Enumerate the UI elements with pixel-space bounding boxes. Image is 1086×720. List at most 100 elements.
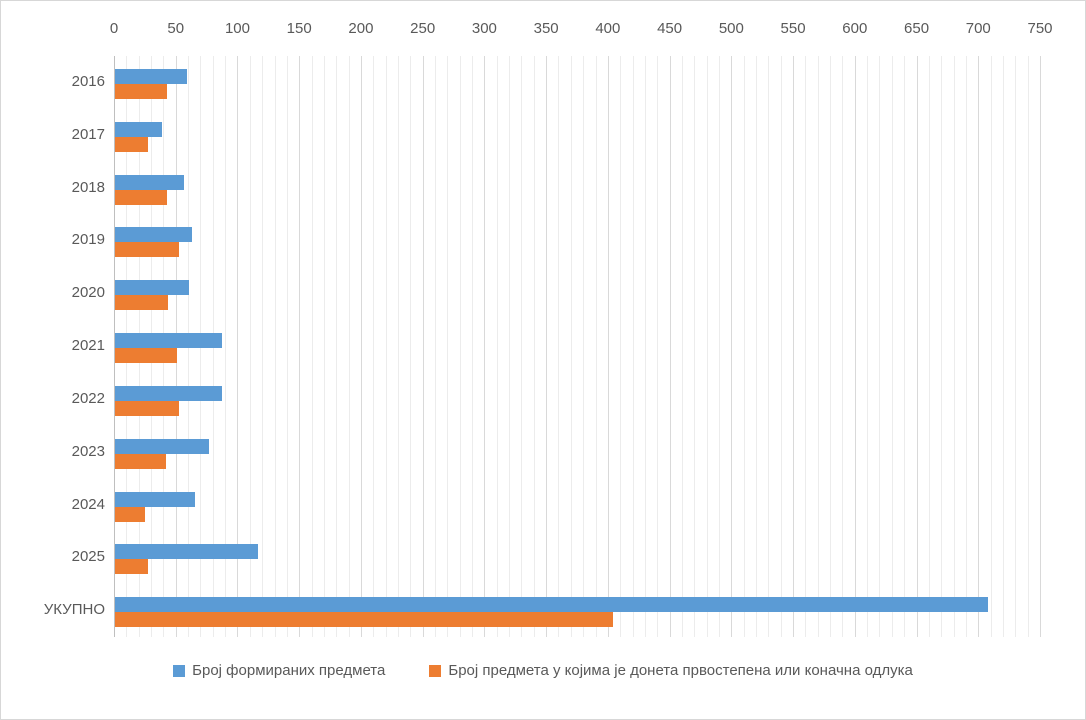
bar-group-УКУПНО <box>115 584 1040 637</box>
gridline-minor <box>941 56 943 637</box>
gridline-minor <box>681 56 683 637</box>
gridline-minor <box>620 56 622 637</box>
gridline-minor <box>410 56 412 637</box>
category-label-2023: 2023 <box>71 442 105 460</box>
legend-item-series2: Број предмета у којима је донета првосте… <box>429 662 913 679</box>
bar-series2-2019 <box>115 242 180 258</box>
bar-series1-2019 <box>115 227 192 243</box>
gridline-minor <box>842 56 844 637</box>
x-tick-label: 350 <box>533 20 559 37</box>
gridline-minor <box>459 56 461 637</box>
x-tick-label: 750 <box>1027 20 1053 37</box>
category-label-УКУПНО: УКУПНО <box>43 601 105 619</box>
bar-group-2018 <box>115 162 1040 215</box>
bar-series1-2022 <box>115 385 223 401</box>
bar-series1-2017 <box>115 121 162 137</box>
bar-series1-2024 <box>115 491 196 507</box>
legend-swatch-series2 <box>429 664 442 677</box>
gridline-minor <box>879 56 881 637</box>
bar-series1-2018 <box>115 174 185 190</box>
gridline-minor <box>780 56 782 637</box>
gridline-minor <box>311 56 313 637</box>
bar-series1-2020 <box>115 280 190 296</box>
gridline-minor <box>965 56 967 637</box>
gridline-minor <box>718 56 720 637</box>
plot-area <box>114 56 1041 637</box>
gridline-minor <box>225 56 227 637</box>
x-tick-label: 50 <box>167 20 185 37</box>
bar-group-2017 <box>115 109 1040 162</box>
gridline-minor <box>743 56 745 637</box>
category-label-2024: 2024 <box>71 495 105 513</box>
gridline-minor <box>904 56 906 637</box>
gridline-minor <box>570 56 572 637</box>
gridline-minor <box>472 56 474 637</box>
bar-series1-УКУПНО <box>115 597 988 613</box>
bar-group-2020 <box>115 267 1040 320</box>
bar-series1-2025 <box>115 544 259 560</box>
gridline-minor <box>558 56 560 637</box>
gridline-major <box>546 56 548 637</box>
bar-group-2022 <box>115 373 1040 426</box>
x-tick-label: 400 <box>595 20 621 37</box>
gridline-minor <box>817 56 819 637</box>
gridline-minor <box>274 56 276 637</box>
legend-swatch-series1 <box>173 664 186 677</box>
category-axis-line <box>114 56 115 637</box>
gridline-major <box>731 56 733 637</box>
category-label-2022: 2022 <box>71 389 105 407</box>
legend: Број формираних предмета Број предмета у… <box>1 662 1085 679</box>
bar-group-2023 <box>115 426 1040 479</box>
x-tick-label: 250 <box>410 20 436 37</box>
x-tick-label: 550 <box>780 20 806 37</box>
gridline-minor <box>249 56 251 637</box>
bar-series2-2021 <box>115 348 177 364</box>
gridline-minor <box>373 56 375 637</box>
category-label-2021: 2021 <box>71 337 105 355</box>
category-axis: 2016 2017 2018 2019 2020 2021 2022 2023 2024 2025… <box>1 56 105 637</box>
gridline-minor <box>323 56 325 637</box>
gridline-minor <box>1015 56 1017 637</box>
gridline-major <box>360 56 362 637</box>
x-tick-label: 600 <box>842 20 868 37</box>
category-label-2016: 2016 <box>71 73 105 90</box>
gridline-minor <box>435 56 436 637</box>
gridline-minor <box>632 56 634 637</box>
gridline-major <box>1040 56 1041 637</box>
gridline-minor <box>397 56 399 637</box>
bar-series2-2025 <box>115 559 149 575</box>
gridline-minor <box>644 56 646 637</box>
gridline-major <box>916 56 918 637</box>
gridline-minor <box>348 56 350 637</box>
bar-group-2025 <box>115 531 1040 584</box>
x-tick-label: 650 <box>904 20 930 37</box>
category-label-2020: 2020 <box>71 284 105 302</box>
bar-series2-2022 <box>115 400 180 416</box>
category-label-2018: 2018 <box>71 178 105 196</box>
bar-series2-2016 <box>115 84 167 99</box>
gridline-minor <box>694 56 696 637</box>
gridline-major <box>422 56 424 637</box>
bar-series1-2016 <box>115 69 187 84</box>
bar-group-2019 <box>115 214 1040 267</box>
gridline-major <box>978 56 980 637</box>
gridline-minor <box>521 56 523 637</box>
gridline-minor <box>867 56 869 637</box>
gridline-minor <box>805 56 807 637</box>
gridline-minor <box>830 56 832 637</box>
bar-series2-2024 <box>115 506 145 522</box>
value-axis: 0 50 100 150 200 250 300 350 400 450 500 550 600 650 7… <box>1 1 1085 51</box>
x-tick-label: 450 <box>657 20 683 37</box>
gridline-minor <box>336 56 338 637</box>
bar-group-2016 <box>115 56 1040 109</box>
gridline-minor <box>928 56 930 637</box>
gridline-minor <box>1002 56 1004 637</box>
x-tick-label: 200 <box>348 20 374 37</box>
legend-label-series2: Број предмета у којима је донета првосте… <box>448 662 913 679</box>
gridline-major <box>484 56 486 637</box>
bar-series2-2017 <box>115 136 149 152</box>
legend-item-series1: Број формираних предмета <box>173 662 385 679</box>
gridline-major <box>237 56 239 637</box>
bar-group-2024 <box>115 479 1040 532</box>
